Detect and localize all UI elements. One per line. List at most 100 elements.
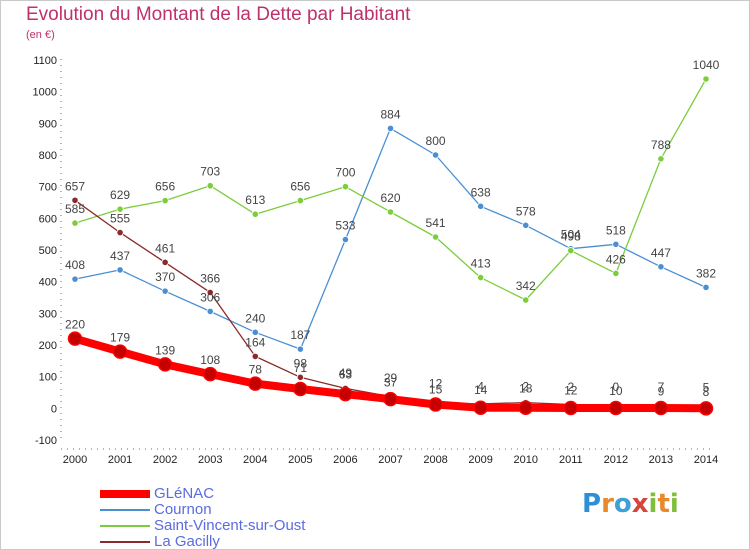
data-point <box>116 205 124 213</box>
data-label: 437 <box>110 249 130 263</box>
data-label: 108 <box>200 353 220 367</box>
data-label: 2 <box>522 380 529 394</box>
logo-letter: r <box>601 489 614 519</box>
data-label: 656 <box>290 180 310 194</box>
data-label: 7 <box>658 380 665 394</box>
x-tick-label: 2005 <box>288 454 312 466</box>
data-label: 366 <box>200 271 220 285</box>
data-point <box>657 263 665 271</box>
data-point <box>296 197 304 205</box>
data-point <box>386 208 395 216</box>
y-tick-label: 700 <box>39 182 57 194</box>
x-tick-label: 2013 <box>649 454 673 466</box>
data-label: 800 <box>426 134 446 148</box>
series-line <box>74 127 707 350</box>
data-point <box>206 182 214 190</box>
y-tick-label: 0 <box>51 403 57 415</box>
data-point <box>116 266 124 274</box>
y-tick-label: 800 <box>39 150 57 162</box>
data-label: 533 <box>335 219 355 233</box>
x-tick-label: 2014 <box>694 454 718 466</box>
data-point <box>341 235 350 244</box>
data-label: 426 <box>606 252 626 266</box>
data-point <box>518 400 533 415</box>
data-label: 8 <box>703 385 710 399</box>
data-label: 179 <box>110 331 130 345</box>
legend-swatch-la-gacilly <box>100 541 150 543</box>
logo-letter: t <box>657 489 670 519</box>
x-tick-label: 2010 <box>513 454 537 466</box>
data-label: 585 <box>65 202 85 216</box>
data-label: 382 <box>696 266 716 280</box>
y-tick-label: 100 <box>39 372 57 384</box>
chart-title: Evolution du Montant de la Dette par Hab… <box>26 4 411 25</box>
legend-swatch-saint-vincent <box>100 525 150 527</box>
data-point <box>386 124 395 132</box>
x-tick-label: 2008 <box>423 454 447 466</box>
data-point <box>608 400 624 416</box>
data-point <box>698 401 714 416</box>
data-label: 4 <box>477 380 484 394</box>
data-label: 37 <box>384 376 398 390</box>
logo-letter: i <box>648 489 658 519</box>
data-label: 5 <box>703 380 710 394</box>
data-label: 71 <box>294 361 308 375</box>
x-tick-label: 2002 <box>153 454 177 466</box>
data-label: 9 <box>658 384 665 398</box>
data-label: 306 <box>200 290 220 304</box>
data-point <box>522 221 530 229</box>
data-point <box>563 400 579 416</box>
data-label: 49 <box>339 366 353 380</box>
data-label: 370 <box>155 270 175 284</box>
data-point <box>161 287 169 295</box>
data-label: 638 <box>471 185 491 199</box>
data-label: 657 <box>65 179 85 193</box>
data-label: 613 <box>245 193 265 207</box>
data-point <box>383 391 398 407</box>
data-point <box>71 219 79 227</box>
data-point <box>473 400 488 415</box>
data-point <box>612 240 620 248</box>
y-tick-label: -100 <box>35 435 57 447</box>
data-point <box>206 288 214 297</box>
x-tick-label: 2007 <box>378 454 402 466</box>
data-label: 18 <box>519 382 533 396</box>
data-point <box>157 357 173 372</box>
data-point <box>206 307 214 316</box>
data-label: 700 <box>335 166 355 180</box>
data-point <box>112 344 128 359</box>
y-tick-label: 500 <box>39 245 57 257</box>
data-point <box>251 210 259 218</box>
data-label: 78 <box>249 363 263 377</box>
data-label: 10 <box>609 384 623 398</box>
data-point <box>251 352 259 360</box>
data-label: 555 <box>110 212 130 226</box>
data-point <box>567 247 575 255</box>
data-label: 788 <box>651 138 671 152</box>
y-tick-label: 1000 <box>33 87 57 99</box>
data-point <box>341 183 350 191</box>
data-point <box>296 345 304 353</box>
x-tick-label: 2006 <box>333 454 357 466</box>
data-label: 408 <box>65 258 85 272</box>
data-label: 498 <box>561 230 581 244</box>
data-label: 342 <box>516 279 536 293</box>
data-point <box>71 196 79 204</box>
data-point <box>522 296 530 304</box>
data-point <box>202 366 218 382</box>
data-point <box>653 400 669 416</box>
x-tick-label: 2003 <box>198 454 222 466</box>
data-point <box>338 386 353 402</box>
x-tick-label: 2004 <box>243 454 267 466</box>
legend-label-la-gacilly: La Gacilly <box>154 533 220 550</box>
data-point <box>428 397 443 412</box>
x-tick-label: 2012 <box>604 454 628 466</box>
x-tick-label: 2000 <box>63 454 87 466</box>
data-point <box>293 381 308 397</box>
x-tick-label: 2009 <box>468 454 492 466</box>
data-label: 98 <box>294 356 308 370</box>
legend-label-saint-vincent: Saint-Vincent-sur-Oust <box>154 517 306 534</box>
data-label: 63 <box>339 367 353 381</box>
